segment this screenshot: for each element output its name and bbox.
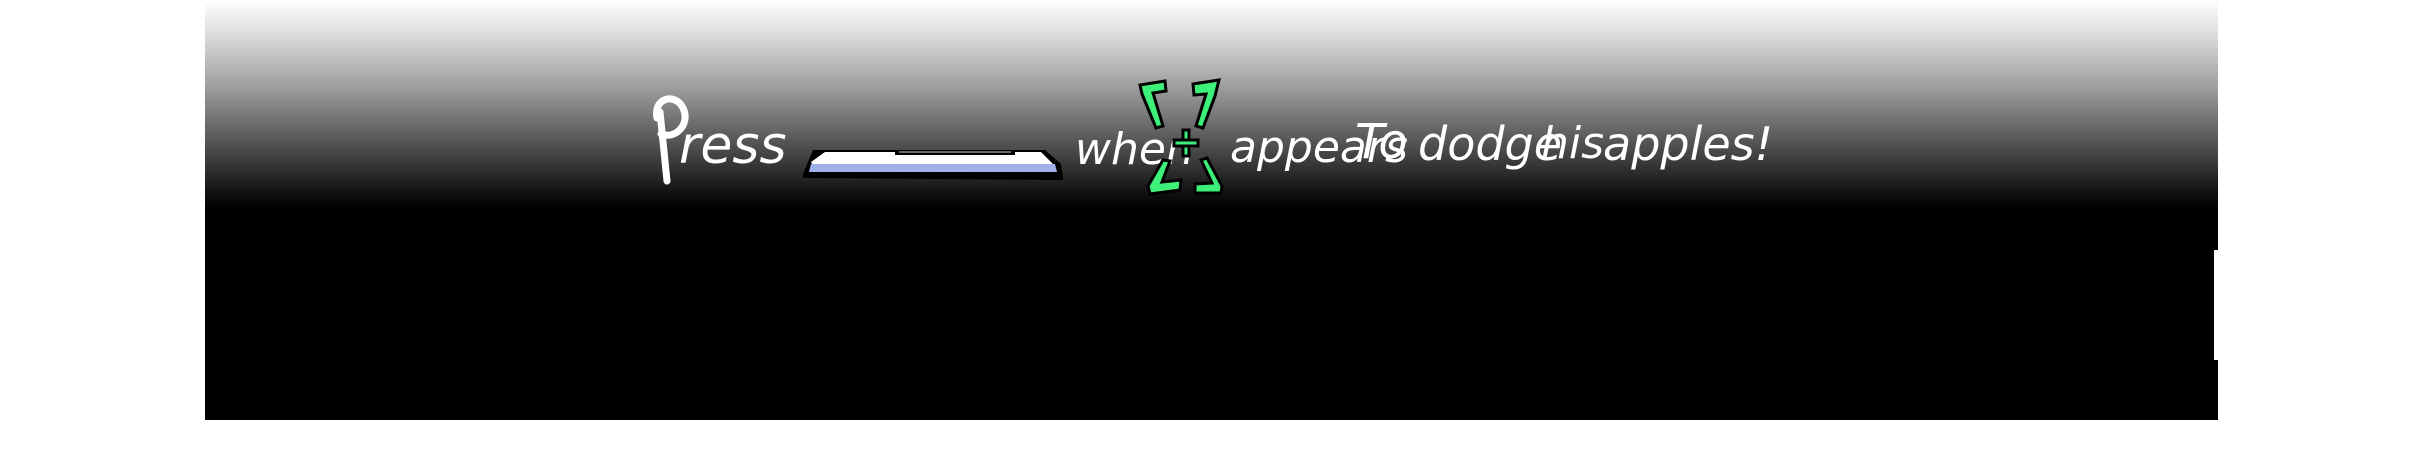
spacebar-key-icon (803, 150, 1063, 180)
target-reticle-icon (1138, 78, 1224, 196)
prompt-word-appears: appears (1230, 122, 1408, 173)
prompt-word-dodge: dodge (1418, 117, 1562, 171)
prompt-word-press: ress (679, 116, 787, 176)
tutorial-prompt: ress when appears To (653, 78, 1773, 196)
prompt-word-when: when (1075, 124, 1194, 175)
prompt-word-apples: apples! (1603, 117, 1773, 171)
prompt-word-his: his (1541, 118, 1604, 169)
prompt-word-press-group: ress (653, 95, 787, 185)
right-edge-strip (2214, 250, 2218, 360)
prompt-word-to: To (1355, 114, 1408, 170)
game-viewport: ress when appears To (205, 0, 2218, 420)
